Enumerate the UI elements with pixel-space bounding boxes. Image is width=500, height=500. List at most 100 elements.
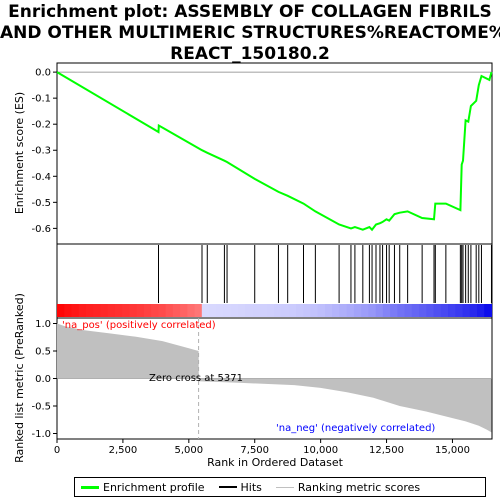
heatmap-cell (209, 304, 217, 317)
heatmap-cell (448, 304, 456, 317)
enrichment-swatch (81, 485, 99, 489)
heatmap-cell (332, 304, 341, 317)
es-ytick-label: -0.6 (31, 224, 51, 235)
heatmap-cell (310, 304, 319, 317)
heatmap-cell (324, 304, 333, 317)
rank-xtick-label: 5,000 (174, 445, 203, 456)
es-panel-frame (56, 62, 493, 245)
neg-label: 'na_neg' (negatively correlated) (276, 423, 435, 434)
heatmap-cell (136, 304, 145, 317)
heatmap-cell (122, 304, 131, 317)
heatmap-cell (129, 304, 138, 317)
heatmap-cell (266, 304, 275, 317)
es-ytick-label: -0.5 (31, 198, 51, 209)
heatmap-cell (78, 304, 87, 317)
legend-item-ranking: Ranking metric scores (275, 480, 421, 494)
ranking-swatch (275, 486, 294, 488)
heatmap-cell (201, 304, 210, 317)
heatmap-cell (361, 304, 369, 317)
heatmap-cell (382, 304, 391, 317)
heatmap-cell (353, 304, 362, 317)
legend-label-hits: Hits (240, 480, 262, 494)
heatmap-cell (100, 304, 109, 317)
rank-ytick-label: -0.5 (31, 402, 51, 413)
heatmap-cell (158, 304, 167, 317)
heatmap-cell (93, 304, 102, 317)
es-ytick-label: -0.3 (31, 146, 51, 157)
heatmap-cell (281, 304, 290, 317)
es-ytick-label: -0.4 (31, 172, 51, 183)
heatmap-cell (426, 304, 435, 317)
heatmap-cell (469, 304, 478, 317)
heatmap-cell (317, 304, 326, 317)
rank-layer (57, 318, 492, 439)
ranking-area (57, 323, 492, 433)
title-line-2: AND OTHER MULTIMERIC STRUCTURES%REACTOME… (0, 23, 500, 43)
es-ylabel: Enrichment score (ES) (13, 92, 26, 214)
rank-xtick-label: 15,000 (435, 445, 470, 456)
heatmap-cell (419, 304, 427, 317)
legend-label-ranking: Ranking metric scores (297, 480, 421, 494)
heatmap-cell (433, 304, 442, 317)
rank-xlabel: Rank in Ordered Dataset (207, 456, 344, 469)
rank-ytick-label: -1.0 (31, 429, 51, 440)
heatmap-cell (57, 304, 65, 317)
rank-xtick-label: 0 (54, 445, 60, 456)
heatmap-cell (85, 304, 94, 317)
heatmap-cell (172, 304, 181, 317)
heatmap-cell (180, 304, 188, 317)
rank-ytick-label: 1.0 (35, 319, 51, 330)
legend-item-hits: Hits (218, 480, 262, 494)
heatmap-cell (194, 304, 203, 317)
enrichment-line (56, 71, 493, 232)
legend: Enrichment profile Hits Ranking metric s… (74, 477, 486, 497)
rank-xtick-label: 10,000 (303, 445, 338, 456)
heatmap-cell (107, 304, 116, 317)
heatmap-cell (375, 304, 384, 317)
heatmap-cell (230, 304, 239, 317)
heatmap-cell (339, 304, 348, 317)
es-layer (56, 71, 493, 232)
heatmap-cell (303, 304, 312, 317)
heatmap-cell (404, 304, 413, 317)
heatmap-cell (455, 304, 464, 317)
es-ytick-label: -0.2 (31, 120, 51, 131)
heatmap-cell (245, 304, 254, 317)
heatmap-cell (187, 304, 196, 317)
heatmap-cell (346, 304, 355, 317)
heatmap-cell (114, 304, 123, 317)
legend-item-enrichment: Enrichment profile (81, 481, 205, 494)
axis-layer: 0.0 -0.1 -0.2 -0.3 -0.4 -0.5 -0.6 1.0 0.5 0.0 -0.5… (31, 68, 469, 456)
rank-xtick-label: 7,500 (240, 445, 269, 456)
heatmap-cell (143, 304, 152, 317)
pos-label: 'na_pos' (positively correlated) (62, 320, 216, 331)
heatmap-cell (165, 304, 174, 317)
title-line-3: REACT_150180.2 (170, 44, 330, 64)
heatmap-cell (71, 304, 80, 317)
heatmap-cell (259, 304, 268, 317)
heatmap-cell (440, 304, 449, 317)
title-line-1: Enrichment plot: ASSEMBLY OF COLLAGEN FI… (8, 2, 492, 22)
heatmap-cell (223, 304, 232, 317)
es-ytick-label: 0.0 (35, 68, 51, 79)
heatmap-cell (64, 304, 73, 317)
heatmap-cell (288, 304, 297, 317)
rank-xtick-label: 2,500 (109, 445, 138, 456)
heatmap-cell (368, 304, 377, 317)
heatmap-cell (238, 304, 246, 317)
heatmap-bar (57, 304, 493, 317)
heatmap-cell (462, 304, 471, 317)
heatmap-cell (274, 304, 283, 317)
rank-ytick-label: 0.0 (35, 374, 51, 385)
plot-title: Enrichment plot: ASSEMBLY OF COLLAGEN FI… (0, 2, 500, 65)
heatmap-cell (397, 304, 406, 317)
heatmap-cell (411, 304, 420, 317)
heatmap-cell (390, 304, 398, 317)
heatmap-cell (252, 304, 261, 317)
zero-cross-label: Zero cross at 5371 (149, 373, 243, 384)
es-ytick-label: -0.1 (31, 94, 51, 105)
legend-label-enrichment: Enrichment profile (103, 480, 205, 494)
hits-layer (158, 245, 492, 303)
rank-ylabel: Ranked list metric (PreRanked) (13, 293, 26, 463)
